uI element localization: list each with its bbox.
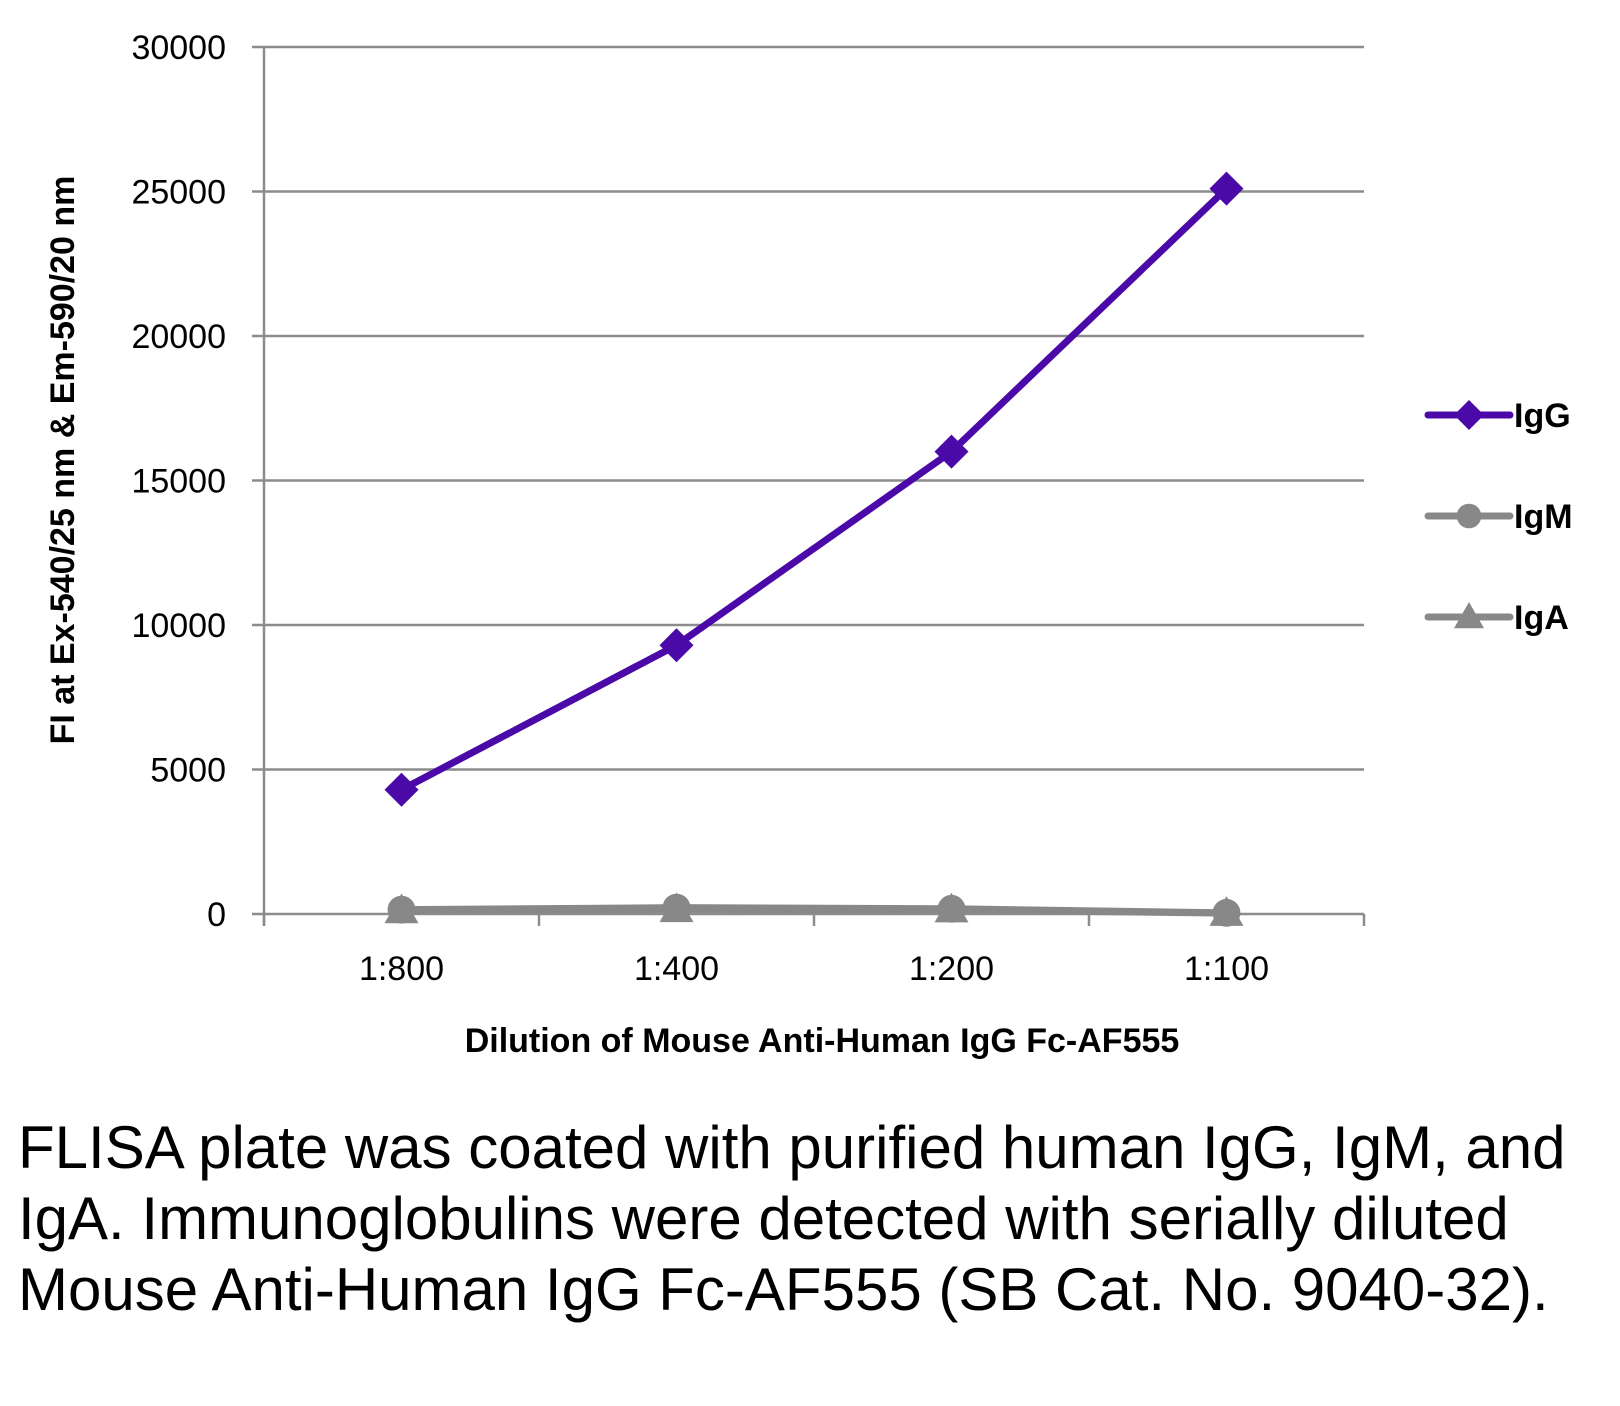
axes: [252, 45, 1366, 926]
series: [384, 171, 1244, 927]
line-chart: 0 5000 10000 15000 20000 25000 30000 1:800 1:40…: [44, 29, 1573, 1060]
y-tick-label: 30000: [131, 29, 226, 67]
x-tick-label: 1:200: [909, 950, 994, 988]
data-point-diamond: [384, 772, 419, 807]
y-axis-title: FI at Ex-540/25 nm & Em-590/20 nm: [44, 176, 82, 745]
legend-label-iga: IgA: [1514, 599, 1569, 637]
figure-caption: FLISA plate was coated with purified hum…: [18, 1114, 1566, 1323]
data-point-circle: [937, 894, 966, 923]
series-line-igm: [398, 904, 1230, 917]
data-point-triangle: [1454, 602, 1484, 629]
x-axis-title: Dilution of Mouse Anti-Human IgG Fc-AF55…: [465, 1022, 1180, 1060]
x-tick-label: 1:100: [1184, 950, 1269, 988]
data-point-circle: [1456, 503, 1482, 529]
y-tick-label: 15000: [131, 463, 226, 501]
data-point-circle: [662, 893, 691, 922]
y-tick-label: 0: [207, 896, 226, 934]
x-tick-label: 1:400: [634, 950, 719, 988]
gridlines: [264, 45, 1364, 771]
legend: IgG IgM IgA: [1424, 397, 1573, 637]
series-line-igg: [398, 185, 1230, 794]
data-point-diamond: [1209, 171, 1244, 206]
data-point-circle: [387, 895, 416, 924]
legend-label-igg: IgG: [1514, 397, 1571, 435]
data-point-diamond: [1454, 400, 1484, 430]
data-point-diamond: [934, 434, 969, 469]
y-tick-label: 20000: [131, 318, 226, 356]
y-tick-label: 10000: [131, 607, 226, 645]
y-tick-label: 5000: [150, 752, 226, 790]
y-tick-label: 25000: [131, 174, 226, 212]
y-tick-labels: 0 5000 10000 15000 20000 25000 30000: [131, 29, 226, 934]
x-tick-label: 1:800: [359, 950, 444, 988]
data-point-diamond: [659, 628, 694, 663]
legend-label-igm: IgM: [1514, 498, 1573, 536]
data-point-circle: [1212, 898, 1241, 927]
x-tick-labels: 1:800 1:400 1:200 1:100: [359, 950, 1269, 988]
